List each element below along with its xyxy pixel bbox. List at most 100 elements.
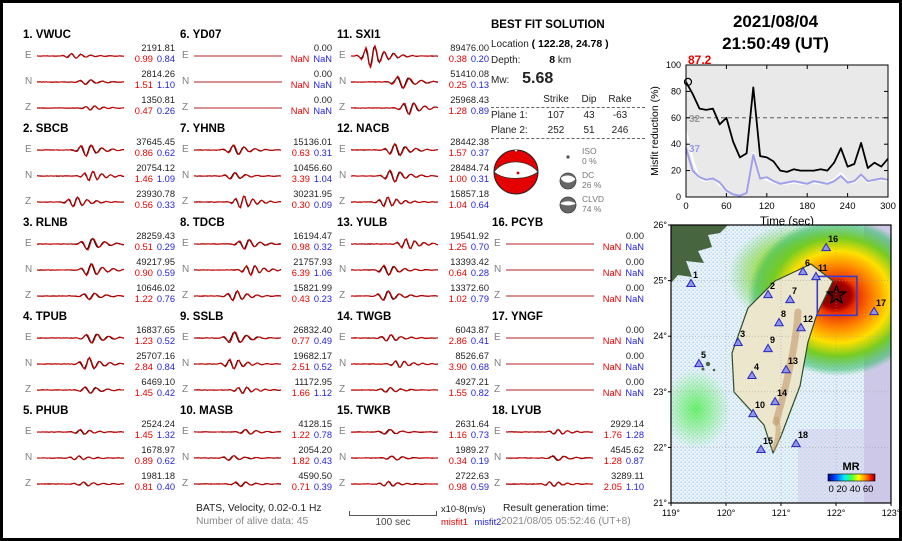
y-tick-label: 100 (666, 60, 681, 70)
channel-label: N (182, 264, 190, 275)
misfit2-value: 1.28 (625, 429, 644, 440)
event-time: 21:50:49 (UT) (722, 34, 829, 53)
channel-label: E (25, 332, 32, 343)
map-station-number: 6 (805, 258, 810, 268)
channel-label: E (182, 50, 189, 61)
waveform-row: Z 6469.10 1.45 0.42 (23, 377, 175, 403)
waveform-row: E 2631.64 1.16 0.73 (337, 419, 489, 445)
station-block: 12. NACB E 28442.38 1.57 0.37 N 28484.74 … (337, 123, 489, 217)
station-label: 1. VWUC (23, 29, 71, 41)
map-station-marker (755, 444, 767, 454)
amplitude-value: 0.00 (625, 351, 644, 361)
map-station-marker (762, 343, 774, 353)
misfit1-value: NaN (602, 361, 622, 372)
misfit1-value: 0.63 (291, 147, 310, 158)
misfit1-value: 0.98 (448, 481, 467, 492)
map-station-number: 3 (740, 329, 745, 339)
amplitude-value: 2191.81 (141, 43, 175, 53)
waveform-row: E 89476.00 0.38 0.20 (337, 43, 489, 69)
station-block: 13. YULB E 19541.92 1.25 0.70 N 13393.42 … (337, 217, 489, 311)
misfit2-value: 0.70 (470, 241, 489, 252)
amplitude-value: 10456.60 (293, 163, 332, 173)
misfit2-legend: misfit2 (474, 517, 502, 527)
amplitude-unit-label: x10-8(m/s) (441, 504, 486, 514)
channel-label: Z (25, 196, 32, 207)
waveform-row: E 19541.92 1.25 0.70 (337, 231, 489, 257)
channel-label: Z (339, 102, 346, 113)
misfit1-value: 2.84 (134, 361, 153, 372)
station-label: 8. TDCB (180, 217, 225, 229)
waveform-trace (36, 262, 125, 277)
waveform-trace (505, 455, 594, 461)
misfit2-value: 0.79 (470, 293, 489, 304)
plane1-row: Plane 1: 107 43 -63 (491, 110, 628, 121)
colorbar-title: MR (842, 461, 859, 473)
waveform-trace (506, 363, 594, 365)
best-fit-solution-panel: BEST FIT SOLUTION Location ( 122.28, 24.… (491, 19, 645, 219)
result-time-label: Result generation time: (503, 503, 609, 514)
misfit2-value: 0.52 (156, 335, 175, 346)
station-block: 4. TPUB E 16837.65 1.23 0.52 N 25707.16 2… (23, 311, 175, 405)
misfit2-value: 0.13 (470, 79, 489, 90)
station-block: 18. LYUB E 2929.14 1.76 1.28 N 4545.62 1.… (492, 405, 644, 499)
misfit1-value: NaN (290, 79, 310, 90)
waveform-row: Z 4927.21 1.55 0.82 (337, 377, 489, 403)
amplitude-value: 13393.42 (450, 257, 489, 267)
amplitude-value: 1678.97 (141, 445, 175, 455)
mr-colorbar (827, 473, 876, 482)
waveform-trace (350, 289, 439, 301)
iso-legend-item: ISO 0 % (559, 146, 604, 166)
misfit2-value: 0.89 (470, 105, 489, 116)
channel-label: Z (182, 290, 189, 301)
amplitude-value: 4545.62 (610, 445, 644, 455)
x-tick-label: 120 (759, 201, 775, 212)
channel-label: E (339, 50, 346, 61)
misfit1-value: NaN (290, 105, 310, 116)
start-marker (683, 77, 693, 86)
waveform-row: E 2524.24 1.45 1.32 (23, 419, 175, 445)
lat-tick-label: 26° (653, 220, 667, 230)
solution-title: BEST FIT SOLUTION (491, 19, 605, 31)
lavender-line-label: 37 (689, 144, 701, 155)
lon-tick-label: 121° (772, 508, 791, 518)
misfit1-value: 1.51 (134, 79, 153, 90)
misfit2-value: 0.32 (313, 241, 332, 252)
misfit1-value: 1.16 (448, 429, 467, 440)
channel-label: Z (339, 290, 346, 301)
station-label: 2. SBCB (23, 123, 69, 135)
lat-tick-label: 25° (653, 276, 667, 286)
plane2-row: Plane 2: 252 51 246 (491, 123, 645, 139)
misfit1-value: 1.25 (448, 241, 467, 252)
waveform-row: E 16837.65 1.23 0.52 (23, 325, 175, 351)
x-tick-label: 300 (880, 201, 896, 212)
misfit1-value: 1.00 (448, 173, 467, 184)
y-tick-label: 60 (671, 113, 681, 123)
misfit1-value: 1.23 (134, 335, 153, 346)
scalebar-label: 100 sec (375, 517, 411, 528)
misfit2-value: 0.62 (156, 147, 175, 158)
amplitude-value: 11172.95 (294, 377, 332, 387)
amplitude-value: 28442.38 (450, 137, 489, 147)
mw-row: Mw: 5.68 (491, 70, 554, 87)
waveform-row: Z 1350.81 0.47 0.26 (23, 95, 175, 121)
waveform-trace (350, 480, 439, 487)
y-tick-label: 20 (671, 166, 681, 176)
misfit1-value: 2.05 (603, 481, 622, 492)
channel-label: Z (494, 384, 501, 395)
amplitude-value: 2524.24 (141, 419, 175, 429)
channel-label: E (182, 332, 189, 343)
waveform-trace (36, 144, 125, 158)
misfit1-value: NaN (602, 387, 622, 398)
misfit2-value: 0.84 (156, 361, 175, 372)
channel-label: Z (25, 290, 32, 301)
waveform-row: Z 0.00 NaN NaN (180, 95, 332, 121)
misfit2-value: 1.06 (313, 267, 332, 278)
station-label: 10. MASB (180, 405, 234, 417)
waveform-trace (350, 142, 439, 157)
waveform-trace (505, 480, 594, 488)
amplitude-value: 0.00 (313, 69, 332, 79)
waveform-row: N 28484.74 1.00 0.31 (337, 163, 489, 189)
alive-data-count: Number of alive data: 45 (196, 516, 309, 527)
misfit2-value: NaN (625, 267, 644, 278)
